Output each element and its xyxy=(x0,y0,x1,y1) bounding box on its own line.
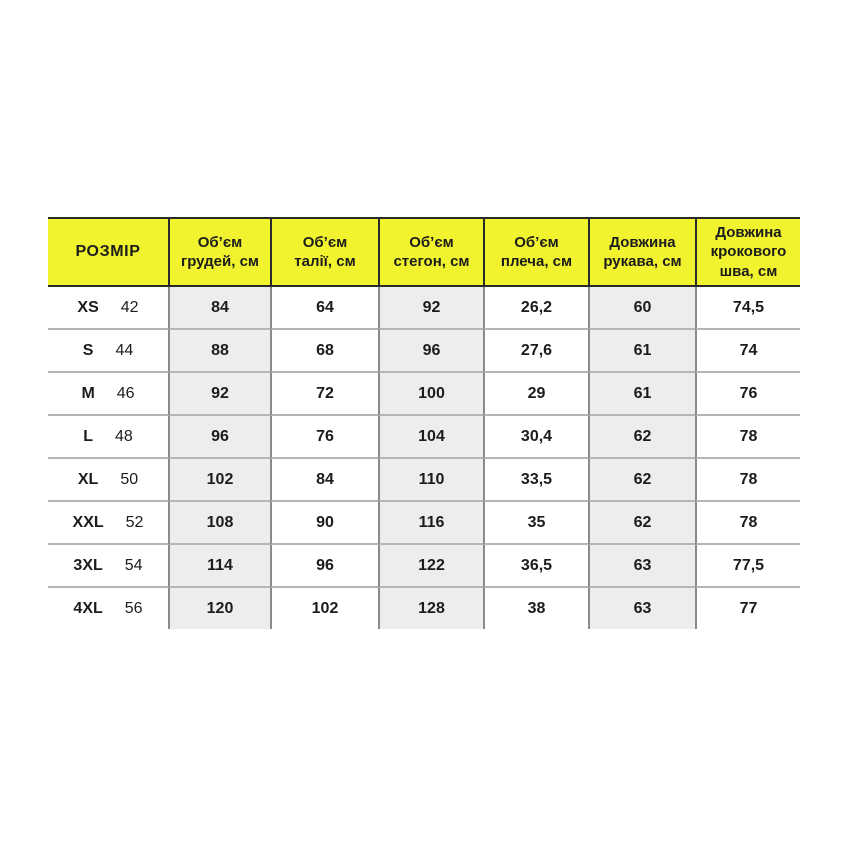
size-number: 50 xyxy=(120,470,139,488)
header-shoulder: Об’єм плеча, см xyxy=(483,217,588,287)
size-label: S xyxy=(82,341,94,359)
header-row: РОЗМІР Об’єм грудей, см Об’єм талії, см … xyxy=(48,217,800,287)
waist-value: 102 xyxy=(270,588,378,629)
inseam-value: 78 xyxy=(695,416,800,459)
inseam-value: 77 xyxy=(695,588,800,629)
shoulder-value: 30,4 xyxy=(483,416,588,459)
shoulder-value: 33,5 xyxy=(483,459,588,502)
chest-value: 84 xyxy=(168,287,270,330)
shoulder-value: 35 xyxy=(483,502,588,545)
hips-value: 104 xyxy=(378,416,483,459)
header-sleeve: Довжина рукава, см xyxy=(588,217,695,287)
size-number: 46 xyxy=(116,384,135,402)
inseam-value: 78 xyxy=(695,459,800,502)
waist-value: 64 xyxy=(270,287,378,330)
size-number: 44 xyxy=(115,341,134,359)
chest-value: 96 xyxy=(168,416,270,459)
table-row-xl: XL 50 102 84 110 33,5 62 78 xyxy=(48,459,800,502)
hips-value: 128 xyxy=(378,588,483,629)
sleeve-value: 61 xyxy=(588,330,695,373)
size-chart-body: XS 42 84 64 92 26,2 60 74,5 S 44 xyxy=(48,287,800,629)
chest-value: 114 xyxy=(168,545,270,588)
chest-value: 92 xyxy=(168,373,270,416)
shoulder-value: 27,6 xyxy=(483,330,588,373)
chest-value: 88 xyxy=(168,330,270,373)
table-row-xs: XS 42 84 64 92 26,2 60 74,5 xyxy=(48,287,800,330)
inseam-value: 78 xyxy=(695,502,800,545)
table-row-xxl: XXL 52 108 90 116 35 62 78 xyxy=(48,502,800,545)
waist-value: 84 xyxy=(270,459,378,502)
size-label: XS xyxy=(77,298,99,316)
hips-value: 96 xyxy=(378,330,483,373)
sleeve-value: 63 xyxy=(588,588,695,629)
size-cell: L 48 xyxy=(48,416,168,459)
chest-value: 120 xyxy=(168,588,270,629)
size-cell: XL 50 xyxy=(48,459,168,502)
sleeve-value: 61 xyxy=(588,373,695,416)
sleeve-value: 63 xyxy=(588,545,695,588)
header-size: РОЗМІР xyxy=(48,217,168,287)
hips-value: 100 xyxy=(378,373,483,416)
sleeve-value: 62 xyxy=(588,459,695,502)
table-row-3xl: 3XL 54 114 96 122 36,5 63 77,5 xyxy=(48,545,800,588)
size-label: M xyxy=(81,384,95,402)
size-label: 3XL xyxy=(73,556,103,574)
size-cell: M 46 xyxy=(48,373,168,416)
shoulder-value: 36,5 xyxy=(483,545,588,588)
waist-value: 96 xyxy=(270,545,378,588)
size-label: XL xyxy=(77,470,99,488)
table-row-m: M 46 92 72 100 29 61 76 xyxy=(48,373,800,416)
size-number: 42 xyxy=(120,298,139,316)
size-cell: 3XL 54 xyxy=(48,545,168,588)
size-cell: XXL 52 xyxy=(48,502,168,545)
table-row-s: S 44 88 68 96 27,6 61 74 xyxy=(48,330,800,373)
hips-value: 116 xyxy=(378,502,483,545)
table-row-l: L 48 96 76 104 30,4 62 78 xyxy=(48,416,800,459)
shoulder-value: 29 xyxy=(483,373,588,416)
waist-value: 76 xyxy=(270,416,378,459)
size-number: 56 xyxy=(124,599,143,617)
hips-value: 92 xyxy=(378,287,483,330)
size-cell: 4XL 56 xyxy=(48,588,168,629)
size-label: L xyxy=(83,427,93,445)
waist-value: 72 xyxy=(270,373,378,416)
hips-value: 110 xyxy=(378,459,483,502)
size-number: 48 xyxy=(114,427,133,445)
size-number: 54 xyxy=(124,556,143,574)
size-cell: S 44 xyxy=(48,330,168,373)
header-hips: Об’єм стегон, см xyxy=(378,217,483,287)
size-chart-container: РОЗМІР Об’єм грудей, см Об’єм талії, см … xyxy=(48,217,800,629)
inseam-value: 76 xyxy=(695,373,800,416)
size-label: 4XL xyxy=(73,599,103,617)
waist-value: 90 xyxy=(270,502,378,545)
inseam-value: 77,5 xyxy=(695,545,800,588)
size-cell: XS 42 xyxy=(48,287,168,330)
inseam-value: 74 xyxy=(695,330,800,373)
size-label: XXL xyxy=(72,513,104,531)
table-row-4xl: 4XL 56 120 102 128 38 63 77 xyxy=(48,588,800,629)
waist-value: 68 xyxy=(270,330,378,373)
size-number: 52 xyxy=(125,513,144,531)
sleeve-value: 60 xyxy=(588,287,695,330)
size-chart-header: РОЗМІР Об’єм грудей, см Об’єм талії, см … xyxy=(48,217,800,287)
size-chart-table: РОЗМІР Об’єм грудей, см Об’єм талії, см … xyxy=(48,217,800,629)
sleeve-value: 62 xyxy=(588,502,695,545)
sleeve-value: 62 xyxy=(588,416,695,459)
shoulder-value: 26,2 xyxy=(483,287,588,330)
chest-value: 102 xyxy=(168,459,270,502)
header-inseam: Довжина крокового шва, см xyxy=(695,217,800,287)
chest-value: 108 xyxy=(168,502,270,545)
shoulder-value: 38 xyxy=(483,588,588,629)
header-chest: Об’єм грудей, см xyxy=(168,217,270,287)
inseam-value: 74,5 xyxy=(695,287,800,330)
hips-value: 122 xyxy=(378,545,483,588)
header-waist: Об’єм талії, см xyxy=(270,217,378,287)
